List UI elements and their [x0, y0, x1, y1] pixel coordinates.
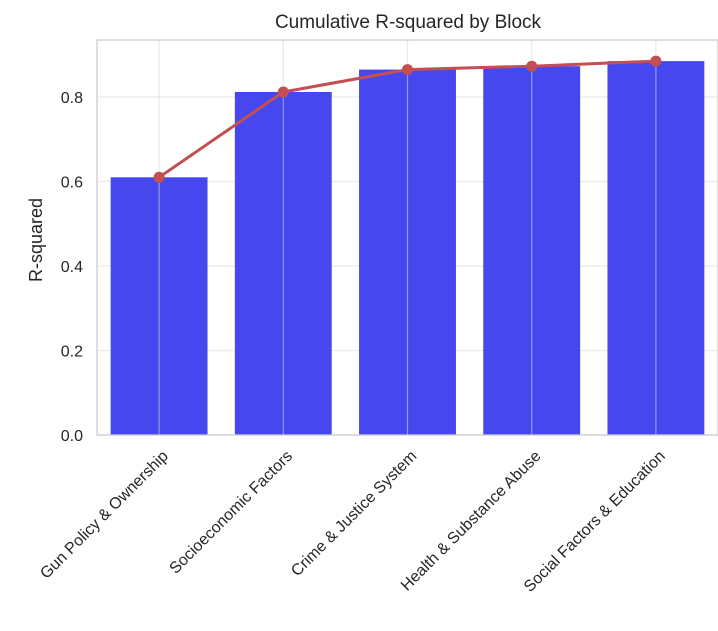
plot-frame [96, 39, 718, 436]
y-tick-label: 0.4 [61, 259, 83, 276]
y-axis-label: R-squared [26, 198, 46, 282]
y-tick-label: 0.0 [61, 428, 83, 445]
chart-title: Cumulative R-squared by Block [275, 12, 542, 33]
y-tick-label: 0.8 [61, 90, 83, 107]
x-tick-label: Gun Policy & Ownership [37, 448, 172, 583]
x-tick-label: Socioeconomic Factors [167, 448, 297, 578]
line-point [526, 60, 538, 72]
cumulative-line [153, 55, 662, 183]
line-point [402, 64, 413, 76]
line-point [650, 55, 662, 67]
bars [110, 40, 705, 436]
y-tick-label: 0.2 [61, 344, 83, 361]
line-point [153, 171, 165, 183]
y-tick-label: 0.6 [61, 175, 83, 192]
x-tick-label: Crime & Justice System [288, 448, 420, 580]
y-ticks: 0.0 0.2 0.4 0.6 0.8 [61, 90, 83, 445]
line-point [277, 86, 289, 98]
axes-frame [96, 39, 718, 436]
x-tick-label: Health & Substance Abuse [398, 448, 545, 595]
x-tick-label: Social Factors & Education [521, 448, 669, 596]
